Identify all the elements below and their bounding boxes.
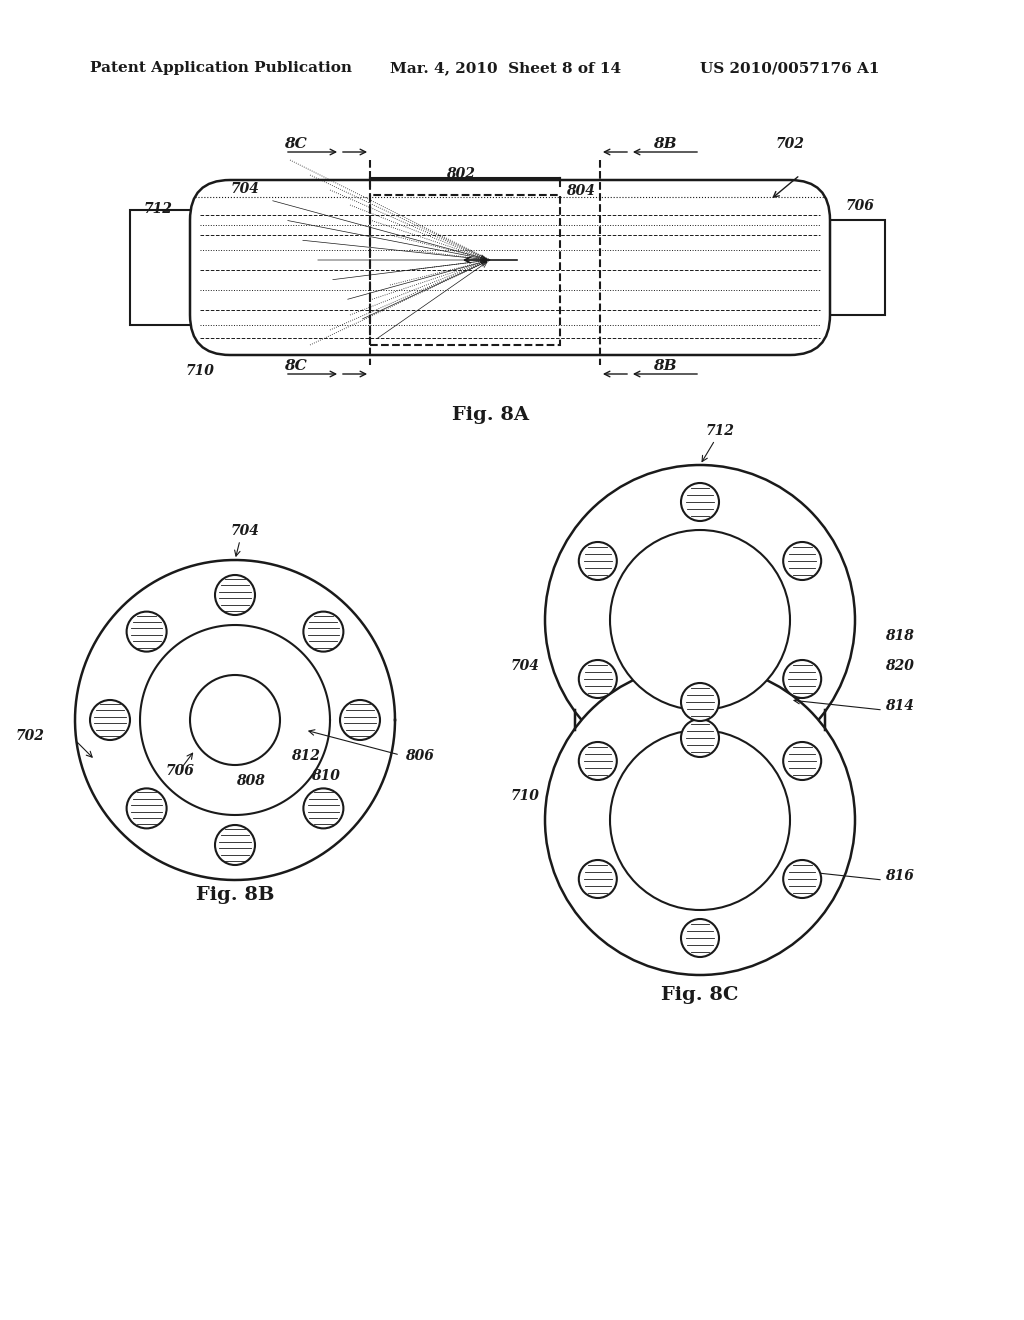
Text: 712: 712 <box>706 424 734 438</box>
Circle shape <box>127 611 167 652</box>
Text: 8C: 8C <box>284 359 306 374</box>
Text: 816: 816 <box>885 869 913 883</box>
Text: Fig. 8C: Fig. 8C <box>662 986 738 1005</box>
Circle shape <box>90 700 130 741</box>
Circle shape <box>579 861 616 898</box>
Circle shape <box>783 660 821 698</box>
Text: US 2010/0057176 A1: US 2010/0057176 A1 <box>700 61 880 75</box>
Text: 804: 804 <box>565 183 595 198</box>
Circle shape <box>545 665 855 975</box>
Text: 814: 814 <box>885 700 913 713</box>
Text: 710: 710 <box>185 364 214 378</box>
Circle shape <box>681 719 719 756</box>
Circle shape <box>681 682 719 721</box>
Circle shape <box>783 742 821 780</box>
Circle shape <box>303 611 343 652</box>
Circle shape <box>579 742 616 780</box>
Text: Patent Application Publication: Patent Application Publication <box>90 61 352 75</box>
Circle shape <box>127 788 167 829</box>
Circle shape <box>579 660 616 698</box>
Text: 810: 810 <box>310 770 339 783</box>
Text: 706: 706 <box>166 764 195 777</box>
Circle shape <box>215 576 255 615</box>
Bar <box>825 220 885 315</box>
Text: 712: 712 <box>143 202 172 216</box>
Text: 802: 802 <box>445 168 474 181</box>
Bar <box>130 210 195 325</box>
Text: 808: 808 <box>236 774 264 788</box>
Circle shape <box>610 531 790 710</box>
Text: 704: 704 <box>511 659 540 673</box>
Text: Mar. 4, 2010  Sheet 8 of 14: Mar. 4, 2010 Sheet 8 of 14 <box>390 61 622 75</box>
Circle shape <box>783 861 821 898</box>
Text: 706: 706 <box>846 199 874 213</box>
Text: 704: 704 <box>230 524 259 539</box>
Circle shape <box>303 788 343 829</box>
Circle shape <box>215 825 255 865</box>
Text: 702: 702 <box>15 729 44 743</box>
Text: 818: 818 <box>885 630 913 643</box>
Circle shape <box>783 543 821 579</box>
Bar <box>370 195 560 345</box>
Text: 820: 820 <box>885 659 913 673</box>
Circle shape <box>681 483 719 521</box>
FancyBboxPatch shape <box>190 180 830 355</box>
Circle shape <box>190 675 280 766</box>
Text: 702: 702 <box>775 137 805 150</box>
Text: Fig. 8B: Fig. 8B <box>196 886 274 904</box>
Text: 812: 812 <box>291 748 319 763</box>
Text: Fig. 8A: Fig. 8A <box>452 407 528 424</box>
Circle shape <box>340 700 380 741</box>
Text: 8C: 8C <box>284 137 306 150</box>
Text: 8B: 8B <box>653 137 677 150</box>
Text: 806: 806 <box>406 748 434 763</box>
Text: 8B: 8B <box>653 359 677 374</box>
Circle shape <box>579 543 616 579</box>
Text: 710: 710 <box>511 789 540 803</box>
Circle shape <box>681 919 719 957</box>
Text: 704: 704 <box>230 182 259 195</box>
Circle shape <box>610 730 790 909</box>
Circle shape <box>545 465 855 775</box>
